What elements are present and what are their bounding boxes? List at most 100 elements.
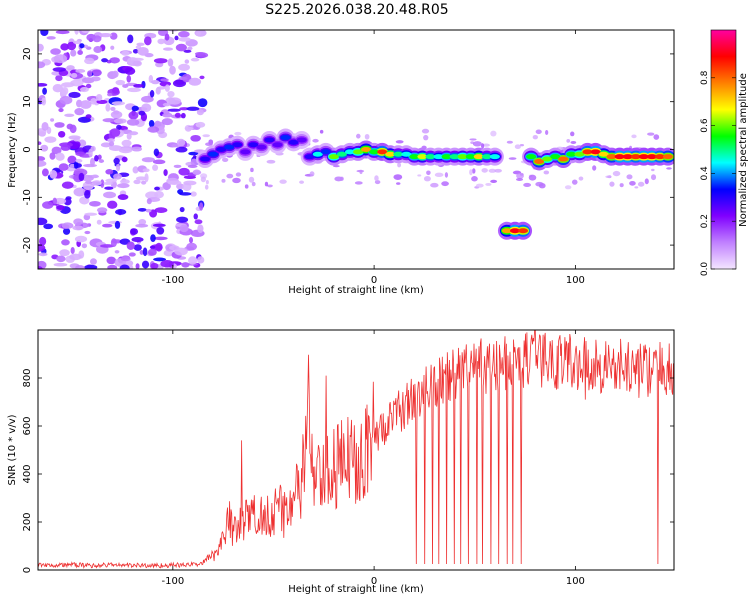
track-point bbox=[654, 154, 665, 160]
spectrogram-x-axis-label: Height of straight line (km) bbox=[288, 285, 424, 296]
noise-blob bbox=[174, 112, 181, 118]
track-point bbox=[542, 156, 553, 162]
noise-blob bbox=[469, 169, 473, 176]
track-point bbox=[240, 149, 251, 155]
snr-frame bbox=[37, 329, 675, 571]
noise-blob bbox=[396, 182, 401, 185]
noise-blob bbox=[221, 178, 226, 183]
noise-blob bbox=[98, 159, 105, 163]
noise-blob bbox=[52, 84, 64, 93]
noise-blob bbox=[488, 168, 497, 173]
noise-blob bbox=[545, 130, 549, 136]
noise-blob bbox=[176, 183, 185, 190]
noise-blob bbox=[226, 173, 234, 179]
noise-blob bbox=[619, 183, 624, 188]
noise-blob bbox=[126, 74, 132, 83]
noise-blob bbox=[535, 129, 542, 135]
noise-blob bbox=[354, 181, 363, 185]
noise-blob bbox=[108, 141, 115, 147]
noise-blob bbox=[179, 206, 185, 213]
noise-blob bbox=[364, 133, 370, 140]
noise-blob bbox=[162, 102, 171, 107]
noise-blob bbox=[196, 52, 209, 58]
noise-blob bbox=[172, 79, 187, 88]
noise-blob bbox=[51, 146, 62, 155]
noise-blob bbox=[179, 224, 189, 233]
track-point bbox=[232, 142, 243, 148]
noise-blob bbox=[84, 212, 98, 216]
noise-blob bbox=[110, 45, 115, 50]
noise-blob bbox=[441, 181, 449, 187]
noise-blob bbox=[144, 36, 152, 46]
track-point bbox=[320, 149, 331, 155]
noise-blob bbox=[178, 36, 191, 42]
noise-blob bbox=[426, 170, 431, 176]
colorbar-gradient bbox=[710, 29, 737, 270]
noise-blob bbox=[62, 227, 71, 235]
track-point bbox=[441, 154, 452, 160]
noise-blob bbox=[153, 148, 160, 157]
noise-blob bbox=[149, 90, 155, 98]
noise-blob bbox=[417, 174, 422, 177]
noise-blob bbox=[626, 174, 633, 180]
noise-blob bbox=[235, 172, 242, 177]
track-point bbox=[304, 154, 315, 160]
noise-blob bbox=[38, 243, 46, 252]
noise-blob bbox=[40, 144, 49, 152]
noise-blob bbox=[135, 176, 147, 181]
noise-blob bbox=[612, 170, 621, 177]
noise-blob bbox=[119, 264, 130, 269]
noise-blob bbox=[153, 236, 168, 241]
noise-blob bbox=[469, 138, 477, 141]
noise-blob bbox=[139, 250, 144, 255]
figure-title: S225.2026.038.20.48.R05 bbox=[265, 2, 448, 18]
noise-blob bbox=[61, 86, 69, 96]
noise-blob bbox=[52, 67, 66, 72]
noise-blob bbox=[66, 65, 75, 71]
noise-blob bbox=[91, 174, 99, 179]
noise-blob bbox=[90, 145, 96, 152]
noise-blob bbox=[131, 57, 144, 61]
noise-blob bbox=[94, 155, 99, 162]
noise-blob bbox=[138, 110, 146, 116]
noise-blob bbox=[200, 176, 206, 183]
noise-blob bbox=[202, 134, 210, 138]
noise-blob bbox=[160, 260, 174, 268]
noise-blob bbox=[103, 181, 114, 185]
noise-blob bbox=[154, 186, 160, 191]
noise-blob bbox=[112, 110, 120, 115]
noise-blob bbox=[129, 131, 139, 136]
noise-blob bbox=[135, 223, 149, 228]
noise-blob bbox=[85, 83, 92, 89]
noise-blob bbox=[113, 157, 120, 165]
noise-blob bbox=[481, 168, 488, 173]
noise-blob bbox=[193, 213, 198, 220]
noise-blob bbox=[178, 167, 190, 176]
noise-blob bbox=[110, 238, 117, 247]
spectrogram-noise-layer bbox=[38, 30, 672, 269]
noise-blob bbox=[74, 235, 88, 243]
noise-blob bbox=[359, 169, 363, 175]
noise-blob bbox=[570, 131, 575, 137]
noise-blob bbox=[132, 166, 139, 174]
noise-blob bbox=[101, 58, 108, 63]
noise-blob bbox=[145, 208, 152, 213]
noise-blob bbox=[54, 122, 65, 128]
noise-blob bbox=[374, 175, 379, 182]
noise-blob bbox=[532, 134, 538, 140]
noise-blob bbox=[75, 265, 85, 269]
snr-y-tick-label: 200 bbox=[22, 512, 33, 531]
noise-blob bbox=[55, 74, 63, 82]
noise-blob bbox=[50, 48, 61, 55]
noise-blob bbox=[190, 158, 198, 166]
noise-blob bbox=[128, 111, 139, 120]
noise-blob bbox=[132, 60, 142, 67]
colorbar-tick-label: 0.6 bbox=[700, 118, 710, 133]
noise-blob bbox=[178, 76, 188, 81]
noise-blob bbox=[472, 141, 482, 147]
noise-blob bbox=[264, 181, 269, 187]
noise-blob bbox=[109, 32, 118, 40]
noise-blob bbox=[148, 119, 155, 128]
noise-blob bbox=[190, 57, 200, 62]
noise-blob bbox=[475, 183, 484, 188]
